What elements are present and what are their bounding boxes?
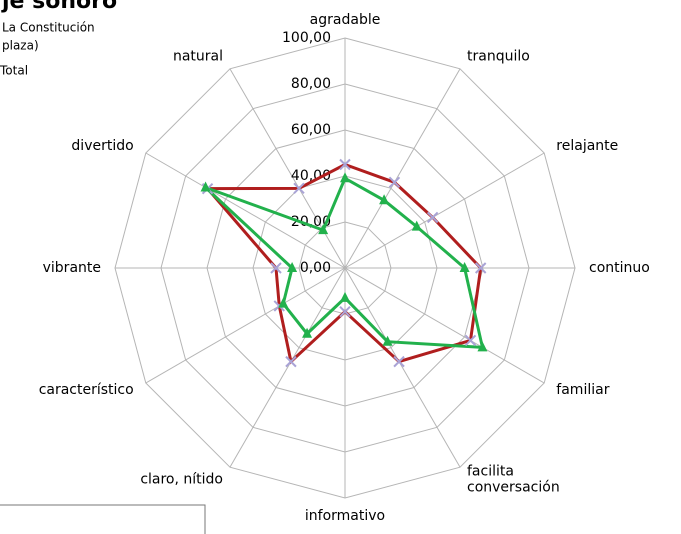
r-tick-label: 100,00 xyxy=(282,30,331,46)
marker xyxy=(388,176,401,189)
marker xyxy=(379,194,390,205)
marker xyxy=(287,262,298,272)
spoke xyxy=(145,152,346,269)
series-line xyxy=(204,176,485,349)
axis-label: relajante xyxy=(556,138,618,154)
marker xyxy=(382,335,393,346)
marker xyxy=(270,262,282,274)
chart-title: je sonoro xyxy=(1,0,117,14)
spoke xyxy=(344,267,461,468)
r-tick-label: 80,00 xyxy=(291,76,331,92)
subtitle: La Constitución xyxy=(2,21,95,35)
spoke xyxy=(344,267,545,384)
marker xyxy=(339,305,351,318)
axis-label: característico xyxy=(39,382,134,398)
spoke xyxy=(344,152,545,269)
marker xyxy=(339,158,351,171)
marker xyxy=(200,181,211,192)
axis-label: continuo xyxy=(589,260,650,276)
spoke xyxy=(229,68,346,269)
marker xyxy=(411,220,422,231)
axis-label: tranquilo xyxy=(467,49,530,65)
marker xyxy=(340,172,350,183)
marker xyxy=(318,224,329,235)
marker xyxy=(285,355,297,368)
marker xyxy=(477,341,488,352)
marker xyxy=(293,182,305,195)
axis-label: vibrante xyxy=(43,260,101,276)
r-tick-label: 0,00 xyxy=(300,260,331,276)
axis-label: natural xyxy=(173,49,223,65)
marker xyxy=(393,355,405,368)
marker xyxy=(278,297,289,308)
axis-label: agradable xyxy=(310,12,381,28)
series-line xyxy=(204,162,483,365)
spoke xyxy=(344,68,461,269)
axis-label: familiar xyxy=(556,382,609,398)
axis-label: facilita conversación xyxy=(467,463,560,495)
marker xyxy=(459,262,470,272)
marker xyxy=(464,334,477,347)
plot: agradable tranquilo relajante continuo famil… xyxy=(39,12,650,524)
r-tick-label: 40,00 xyxy=(291,168,331,184)
marker xyxy=(302,327,313,338)
legend-label: Total xyxy=(0,64,28,78)
axis-label: divertido xyxy=(71,138,133,154)
subtitle: plaza) xyxy=(2,39,39,53)
axis-label: informativo xyxy=(305,508,385,524)
spoke xyxy=(229,267,346,468)
r-tick-label: 60,00 xyxy=(291,122,331,138)
marker xyxy=(474,262,487,274)
r-tick-label: 20,00 xyxy=(291,214,331,230)
spoke xyxy=(145,267,346,384)
legend-box xyxy=(0,504,206,534)
marker xyxy=(426,211,439,224)
marker xyxy=(340,291,350,302)
axis-label: claro, nítido xyxy=(140,471,223,487)
